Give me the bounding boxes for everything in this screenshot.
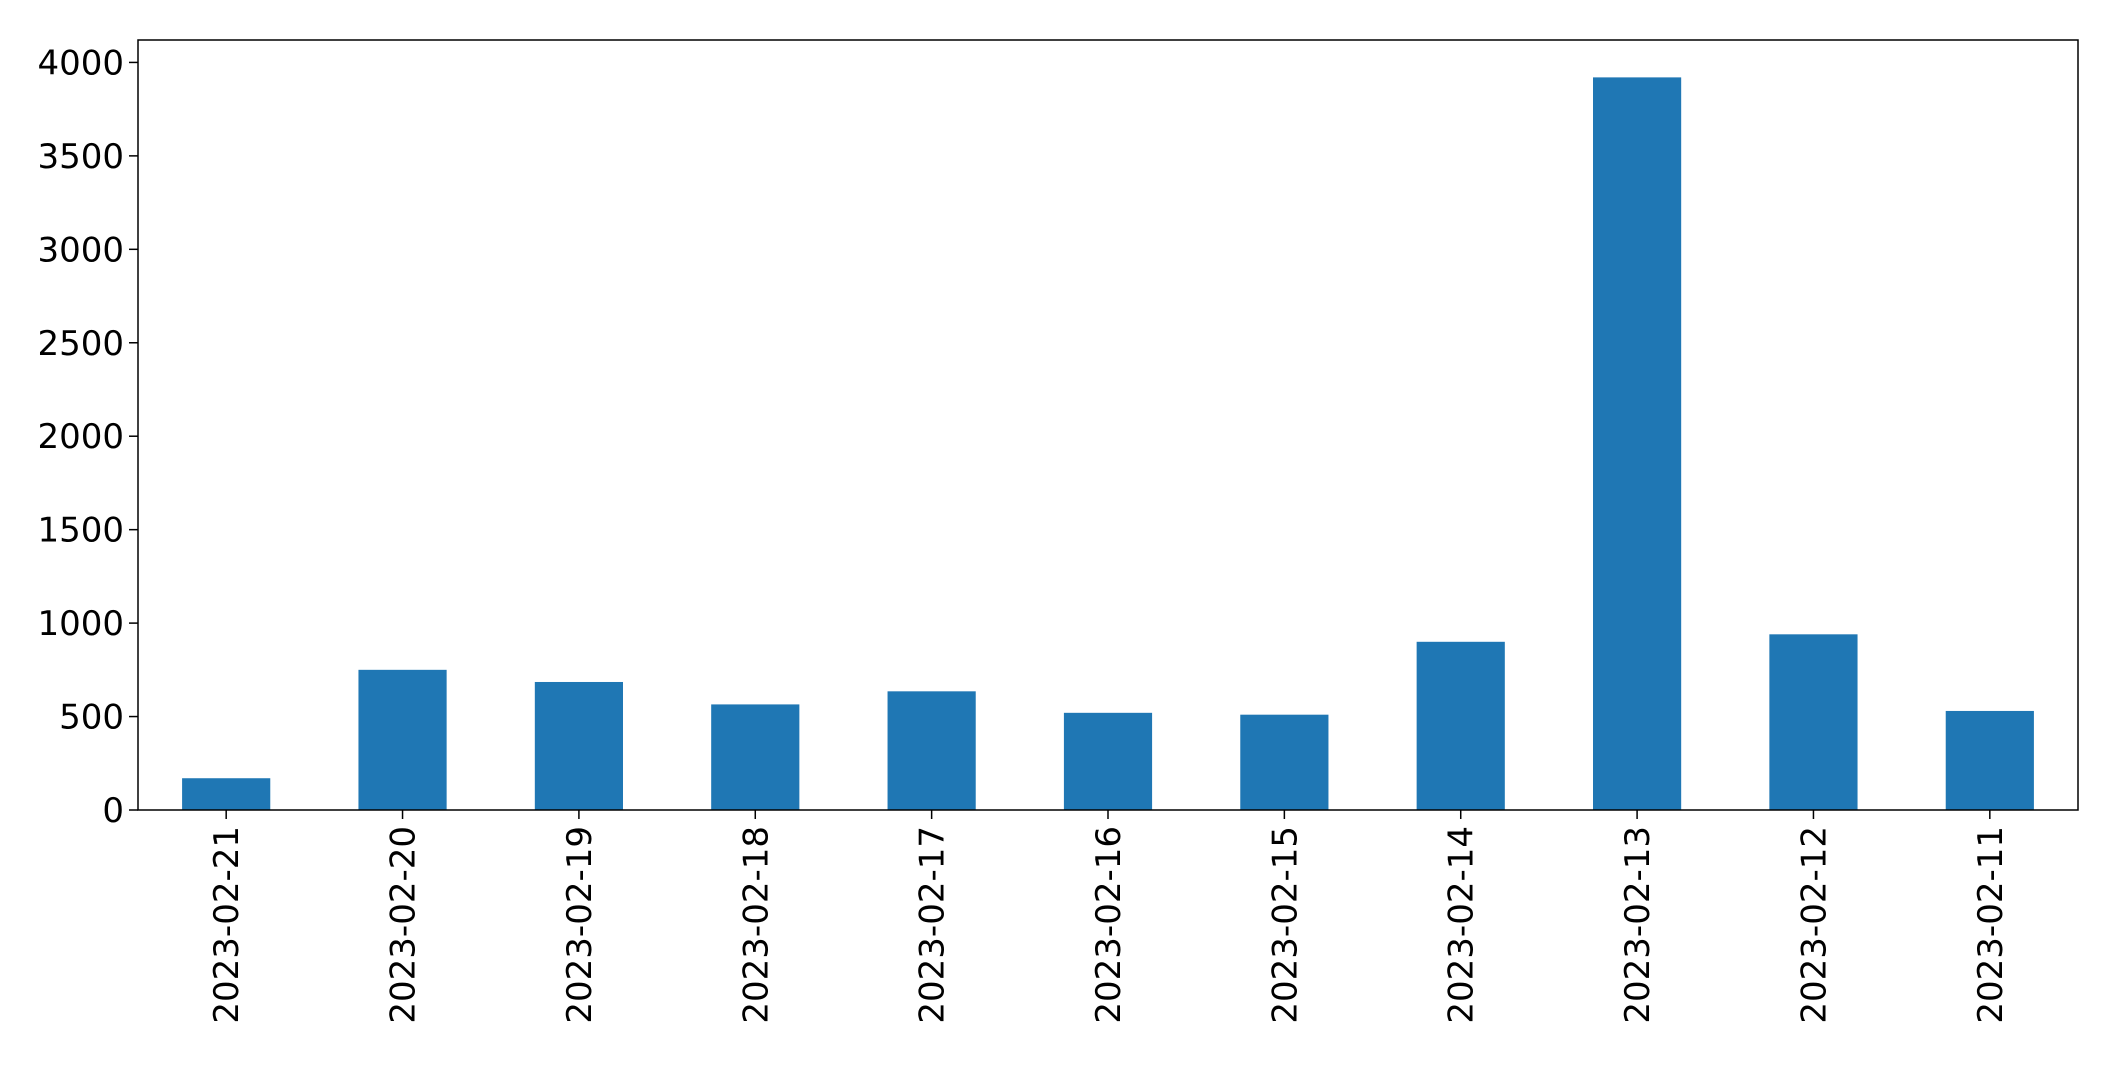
x-tick-label: 2023-02-19 (560, 826, 600, 1024)
x-tick-label: 2023-02-13 (1618, 826, 1658, 1024)
bar-2023-02-18 (711, 704, 800, 810)
bar-2023-02-14 (1416, 641, 1505, 810)
x-tick-label: 2023-02-20 (384, 826, 424, 1024)
x-tick-label: 2023-02-12 (1794, 826, 1834, 1024)
plot-frame (137, 39, 2079, 811)
x-tick-label: 2023-02-17 (913, 826, 953, 1024)
bars-layer (182, 77, 2034, 810)
x-tick-label: 2023-02-18 (736, 826, 776, 1024)
y-tick-label: 3000 (37, 230, 124, 270)
bar-2023-02-19 (534, 681, 623, 810)
bar-2023-02-16 (1063, 712, 1153, 810)
x-tick-label: 2023-02-15 (1265, 826, 1305, 1024)
bar-2023-02-13 (1593, 77, 1682, 810)
y-tick-label: 3500 (37, 137, 124, 177)
bar-2023-02-17 (887, 691, 976, 810)
x-tick-label: 2023-02-14 (1442, 826, 1482, 1024)
bar-2023-02-21 (182, 778, 271, 810)
y-tick-label: 4000 (37, 43, 124, 83)
x-tick-label: 2023-02-16 (1089, 826, 1129, 1024)
y-tick-label: 1500 (37, 511, 124, 551)
bar-2023-02-11 (1945, 710, 2034, 810)
y-tick-label: 500 (59, 698, 124, 738)
x-axis: 2023-02-21 2023-02-20 2023-02-19 2023-02-18… (207, 810, 2011, 1024)
bar-2023-02-20 (358, 669, 447, 810)
bar-2023-02-15 (1240, 714, 1329, 810)
y-tick-label: 1000 (37, 604, 124, 644)
bar-2023-02-12 (1769, 634, 1858, 810)
x-tick-label: 2023-02-11 (1971, 826, 2011, 1024)
y-tick-label: 0 (102, 791, 124, 831)
y-tick-label: 2000 (37, 417, 124, 457)
y-axis: 0 500 1000 1500 2000 2500 3000 3500 4000 (37, 43, 138, 831)
y-tick-label: 2500 (37, 324, 124, 364)
x-tick-label: 2023-02-21 (207, 826, 247, 1024)
